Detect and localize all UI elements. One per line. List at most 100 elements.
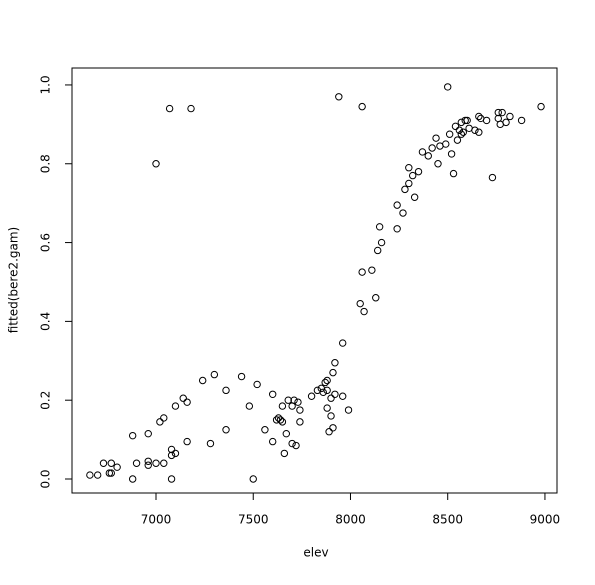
point (498, 108, 506, 117)
point (445, 130, 454, 138)
y-axis-label: fitted(bere2.gam) (7, 227, 21, 334)
point (327, 394, 335, 402)
point (360, 307, 368, 316)
point (210, 370, 219, 379)
y-tick-label: 0.2 (39, 391, 53, 410)
x-tick-label: 9000 (530, 513, 561, 527)
point (160, 414, 168, 422)
point (410, 193, 419, 201)
point (537, 102, 545, 111)
point (144, 457, 152, 465)
point (368, 266, 376, 274)
point (249, 475, 257, 483)
point (284, 396, 292, 404)
point (292, 441, 300, 450)
y-tick-label: 1.0 (39, 75, 53, 94)
point (461, 116, 469, 125)
point (113, 463, 121, 471)
point (282, 429, 291, 438)
point (405, 179, 413, 188)
point (323, 386, 331, 395)
point (377, 238, 386, 247)
point (335, 93, 343, 101)
point (99, 459, 108, 467)
point (405, 163, 413, 172)
point (325, 428, 333, 436)
point (290, 396, 298, 404)
point (344, 406, 353, 414)
point (453, 136, 462, 144)
point (457, 130, 466, 138)
point (93, 471, 102, 479)
point (107, 459, 115, 467)
point (506, 112, 514, 121)
point (424, 152, 432, 160)
point (393, 225, 401, 233)
point (444, 83, 452, 91)
point (375, 223, 384, 231)
point (459, 128, 467, 136)
point (393, 201, 401, 209)
point (183, 437, 191, 446)
point (488, 173, 497, 182)
point (502, 118, 510, 127)
point (280, 449, 289, 458)
point (105, 469, 114, 477)
point (442, 140, 450, 148)
point (356, 299, 364, 308)
point (374, 246, 382, 255)
point (434, 160, 442, 168)
point (171, 449, 180, 458)
point (296, 406, 304, 414)
point (494, 108, 502, 117)
point (327, 412, 335, 420)
point (278, 418, 287, 426)
point (245, 402, 254, 410)
point (152, 459, 160, 467)
point (447, 150, 456, 158)
point (331, 359, 339, 367)
point (144, 461, 152, 469)
point (399, 209, 407, 217)
point (321, 378, 329, 387)
point (323, 376, 331, 385)
point (414, 167, 423, 176)
y-tick-label: 0.0 (39, 469, 53, 488)
point (198, 376, 207, 385)
point (132, 459, 141, 467)
point (319, 388, 327, 397)
point (358, 268, 366, 276)
point (86, 471, 94, 479)
point (449, 169, 458, 178)
point (294, 398, 302, 406)
point (296, 418, 304, 426)
point (128, 431, 137, 440)
point (167, 475, 176, 483)
point (107, 469, 115, 477)
point (418, 148, 427, 156)
point (428, 144, 436, 152)
point (482, 116, 491, 125)
x-tick-label: 7000 (141, 513, 172, 527)
point (128, 475, 137, 483)
point (401, 185, 409, 194)
point (475, 128, 483, 136)
point (331, 390, 339, 398)
y-tick-label: 0.6 (39, 233, 53, 252)
point (475, 112, 483, 121)
point (274, 414, 283, 422)
point (268, 390, 277, 398)
point (323, 404, 331, 412)
point (268, 437, 277, 446)
x-axis-label: elev (303, 546, 328, 560)
point (463, 116, 471, 125)
point (165, 104, 174, 113)
x-tick-label: 8000 (335, 513, 366, 527)
point (358, 102, 366, 111)
point (261, 426, 269, 434)
point (288, 439, 296, 448)
x-tick-label: 8500 (432, 513, 463, 527)
point (329, 424, 337, 432)
